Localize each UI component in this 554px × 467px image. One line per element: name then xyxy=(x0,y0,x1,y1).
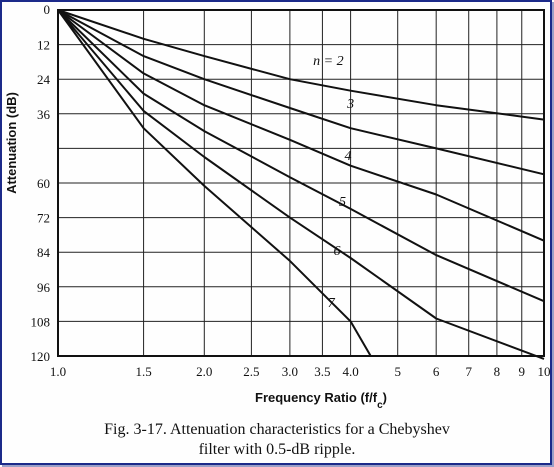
caption-line-1: Fig. 3-17. Attenuation characteristics f… xyxy=(104,421,450,438)
x-tick-label: 4.0 xyxy=(342,364,358,379)
series-label: 7 xyxy=(328,296,336,311)
y-tick-label: 108 xyxy=(31,314,51,329)
figure-caption: Fig. 3-17. Attenuation characteristics f… xyxy=(0,420,554,460)
attenuation-chart: n = 2 3 4 5 6 7 1.0 1.5 2.0 2.5 3.0 3.5 4.0 5 6 7 8 9 10 0… xyxy=(4,2,551,411)
x-tick-label: 3.0 xyxy=(282,364,298,379)
plot-border xyxy=(57,9,545,357)
x-tick-label: 9 xyxy=(519,364,526,379)
y-tick-label: 120 xyxy=(31,349,51,364)
y-tick-label: 84 xyxy=(37,245,51,260)
y-tick-label: 72 xyxy=(37,211,50,226)
series-lines xyxy=(57,9,545,360)
x-tick-label: 10 xyxy=(538,364,551,379)
caption-line-2: filter with 0.5-dB ripple. xyxy=(198,441,356,458)
series-line xyxy=(57,9,545,121)
y-tick-label: 24 xyxy=(37,72,51,87)
x-tick-label: 1.0 xyxy=(50,364,66,379)
series-line xyxy=(57,9,545,176)
series-labels: n = 2 3 4 5 6 7 xyxy=(313,54,354,311)
series-label: 6 xyxy=(333,244,340,259)
x-tick-label: 6 xyxy=(433,364,440,379)
series-line xyxy=(57,9,372,357)
x-tick-label: 5 xyxy=(394,364,401,379)
y-tick-label: 0 xyxy=(44,2,51,17)
series-label: 5 xyxy=(339,195,346,210)
x-tick-label: 2.5 xyxy=(243,364,259,379)
series-line xyxy=(57,9,545,360)
x-tick-label: 1.5 xyxy=(135,364,151,379)
y-tick-label: 60 xyxy=(37,176,50,191)
y-tick-label: 96 xyxy=(37,280,51,295)
y-tick-label: 12 xyxy=(37,38,50,53)
x-tick-label: 2.0 xyxy=(196,364,212,379)
x-tick-label: 3.5 xyxy=(314,364,330,379)
series-label: n = 2 xyxy=(313,54,343,69)
x-axis-title: Frequency Ratio (f/fc) xyxy=(255,390,387,411)
y-tick-label: 36 xyxy=(37,107,51,122)
series-line xyxy=(57,9,545,303)
x-tick-label: 7 xyxy=(465,364,472,379)
y-axis-title: Attenuation (dB) xyxy=(4,92,19,194)
series-label: 3 xyxy=(346,97,354,112)
x-tick-label: 8 xyxy=(494,364,501,379)
series-line xyxy=(57,9,545,242)
tick-labels: 1.0 1.5 2.0 2.5 3.0 3.5 4.0 5 6 7 8 9 10012243660728… xyxy=(31,2,551,379)
series-label: 4 xyxy=(344,149,351,164)
